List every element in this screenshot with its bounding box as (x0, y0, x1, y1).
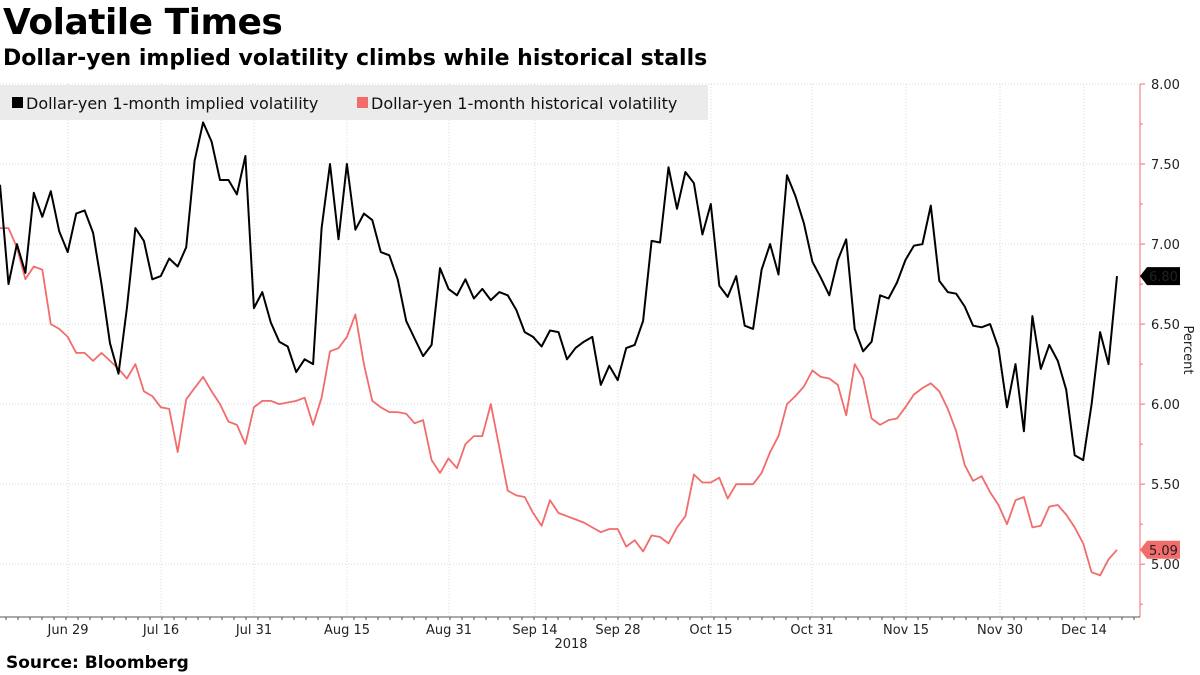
legend-swatch (357, 97, 368, 108)
y-tick-label: 5.50 (1151, 478, 1180, 493)
historical-end-label-box (1140, 540, 1180, 559)
legend-background (0, 85, 708, 120)
legend-label: Dollar-yen 1-month historical volatility (371, 94, 677, 113)
source-note: Source: Bloomberg (6, 653, 189, 673)
grid-lines (0, 83, 1140, 617)
x-tick-label: Oct 15 (689, 623, 732, 638)
end-value-labels: 6.80 5.09 (1140, 267, 1180, 559)
x-tick-label: Sep 28 (595, 623, 640, 638)
y-axis: 8.00 7.50 7.00 6.50 6.00 5.50 5.00 Percent (1139, 78, 1195, 617)
legend: Dollar-yen 1-month implied volatility Dol… (0, 85, 708, 120)
x-tick-label: Aug 15 (324, 623, 370, 638)
x-tick-label: Dec 14 (1061, 623, 1107, 638)
x-tick-label: Aug 31 (426, 623, 472, 638)
x-year-label: 2018 (554, 637, 587, 652)
implied-end-label-box (1140, 267, 1180, 286)
historical-end-label: 5.09 (1149, 544, 1178, 559)
implied-end-label: 6.80 (1149, 270, 1178, 285)
x-tick-label: Sep 14 (512, 623, 557, 638)
historical-volatility-line (0, 227, 1118, 577)
x-tick-label: Nov 30 (977, 623, 1023, 638)
y-tick-label: 5.00 (1151, 558, 1180, 573)
plot-area (0, 121, 1118, 577)
y-tick-label: 6.50 (1151, 318, 1180, 333)
legend-swatch (12, 97, 23, 108)
x-tick-label: Nov 15 (883, 623, 929, 638)
x-tick-label: Jul 16 (142, 623, 179, 638)
y-tick-label: 7.50 (1151, 158, 1180, 173)
x-tick-label: Jul 31 (235, 623, 272, 638)
y-tick-label: 6.00 (1151, 398, 1180, 413)
x-axis: Jun 29 Jul 16 Jul 31 Aug 15 Aug 31 Sep 14 Sep … (0, 616, 1140, 652)
chart-title: Volatile Times (3, 2, 283, 43)
y-tick-label: 8.00 (1151, 78, 1180, 93)
y-axis-label: Percent (1180, 326, 1195, 375)
x-tick-label: Jun 29 (47, 623, 89, 638)
legend-label: Dollar-yen 1-month implied volatility (26, 94, 318, 113)
chart-subtitle: Dollar-yen implied volatility climbs whi… (3, 46, 708, 71)
x-tick-label: Oct 31 (790, 623, 833, 638)
y-tick-label: 7.00 (1151, 238, 1180, 253)
implied-volatility-line (0, 121, 1118, 462)
